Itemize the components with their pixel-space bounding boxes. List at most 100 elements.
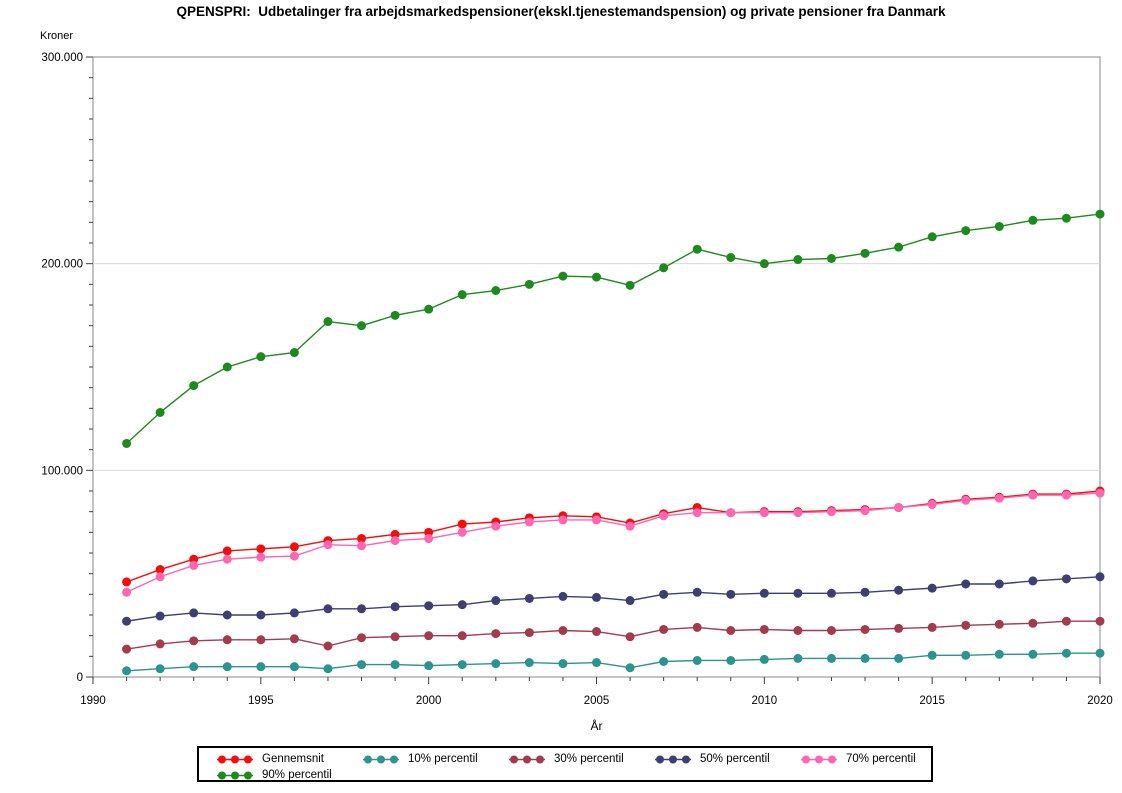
legend-row-2: 90% percentil bbox=[215, 767, 931, 783]
data-point-10-percentil-2017 bbox=[994, 649, 1004, 659]
data-point-90-percentil-2003 bbox=[524, 279, 534, 289]
data-point-50-percentil-2016 bbox=[961, 579, 971, 589]
data-point-90-percentil-1997 bbox=[323, 317, 333, 327]
data-point-70-percentil-2015 bbox=[927, 499, 937, 509]
data-point-30-percentil-2008 bbox=[692, 622, 702, 632]
data-point-50-percentil-2008 bbox=[692, 587, 702, 597]
data-point-gennemsnit-2001 bbox=[457, 519, 467, 529]
y-axis-unit-label: Kroner bbox=[40, 30, 74, 42]
series-line-10-percentil bbox=[126, 652, 1100, 672]
data-point-10-percentil-2014 bbox=[894, 653, 904, 663]
data-point-10-percentil-1995 bbox=[256, 662, 266, 672]
chart-legend: Gennemsnit 10% percentil 30% percentil 5… bbox=[197, 746, 933, 782]
data-point-90-percentil-1996 bbox=[289, 348, 299, 358]
data-point-10-percentil-2020 bbox=[1095, 648, 1105, 658]
data-point-30-percentil-2019 bbox=[1061, 616, 1071, 626]
data-point-10-percentil-2006 bbox=[625, 663, 635, 673]
legend-label: Gennemsnit bbox=[262, 753, 325, 765]
legend-marker-line-dots-icon bbox=[507, 754, 547, 765]
data-point-30-percentil-1997 bbox=[323, 641, 333, 651]
data-point-10-percentil-1999 bbox=[390, 660, 400, 670]
data-point-50-percentil-2018 bbox=[1028, 576, 1038, 586]
data-point-30-percentil-2000 bbox=[424, 631, 434, 641]
data-point-90-percentil-2009 bbox=[726, 252, 736, 262]
data-point-70-percentil-2017 bbox=[994, 493, 1004, 503]
data-point-90-percentil-2015 bbox=[927, 232, 937, 242]
legend-item-70-percentil: 70% percentil bbox=[799, 753, 916, 765]
data-point-gennemsnit-1993 bbox=[189, 554, 199, 564]
data-point-10-percentil-1994 bbox=[222, 662, 232, 672]
data-point-90-percentil-1994 bbox=[222, 362, 232, 372]
data-point-70-percentil-1994 bbox=[222, 554, 232, 564]
data-point-50-percentil-2006 bbox=[625, 596, 635, 606]
data-point-70-percentil-1992 bbox=[155, 572, 165, 582]
data-point-90-percentil-1993 bbox=[189, 381, 199, 391]
data-point-30-percentil-1995 bbox=[256, 635, 266, 645]
data-point-70-percentil-1999 bbox=[390, 536, 400, 546]
data-point-10-percentil-2000 bbox=[424, 661, 434, 671]
data-point-70-percentil-2003 bbox=[524, 517, 534, 527]
data-point-30-percentil-2006 bbox=[625, 632, 635, 642]
series-line-30-percentil bbox=[126, 620, 1100, 650]
y-tick-label: 100.000 bbox=[41, 465, 83, 477]
data-point-50-percentil-1995 bbox=[256, 610, 266, 620]
data-point-90-percentil-2000 bbox=[424, 304, 434, 314]
data-point-10-percentil-1992 bbox=[155, 664, 165, 674]
data-point-50-percentil-2013 bbox=[860, 587, 870, 597]
data-point-90-percentil-1991 bbox=[122, 438, 132, 448]
legend-row-1: Gennemsnit 10% percentil 30% percentil 5… bbox=[215, 751, 931, 767]
data-point-gennemsnit-1999 bbox=[390, 529, 400, 539]
data-point-30-percentil-2002 bbox=[491, 629, 501, 639]
series-line-gennemsnit bbox=[126, 490, 1101, 583]
data-point-30-percentil-2010 bbox=[759, 624, 769, 634]
data-point-90-percentil-2011 bbox=[793, 255, 803, 265]
data-point-10-percentil-2018 bbox=[1028, 649, 1038, 659]
y-tick-label: 200.000 bbox=[41, 259, 83, 271]
data-point-50-percentil-1993 bbox=[189, 608, 199, 618]
x-tick-label: 2005 bbox=[584, 695, 610, 707]
data-point-50-percentil-2004 bbox=[558, 591, 568, 601]
data-point-gennemsnit-1996 bbox=[289, 542, 299, 552]
data-point-50-percentil-2014 bbox=[894, 585, 904, 595]
data-point-10-percentil-1996 bbox=[289, 662, 299, 672]
data-point-90-percentil-1995 bbox=[256, 352, 266, 362]
data-point-70-percentil-2014 bbox=[894, 503, 904, 513]
x-axis-label: År bbox=[590, 719, 603, 733]
data-point-90-percentil-2016 bbox=[961, 226, 971, 236]
data-point-50-percentil-1998 bbox=[357, 604, 367, 614]
data-point-30-percentil-2009 bbox=[726, 626, 736, 635]
data-point-70-percentil-1993 bbox=[189, 560, 199, 570]
data-point-70-percentil-2006 bbox=[625, 521, 635, 531]
data-point-90-percentil-2014 bbox=[894, 242, 904, 252]
data-point-70-percentil-2019 bbox=[1061, 490, 1071, 500]
data-point-10-percentil-2019 bbox=[1061, 648, 1071, 658]
data-point-50-percentil-1997 bbox=[323, 604, 333, 614]
data-point-30-percentil-2016 bbox=[961, 620, 971, 630]
data-point-10-percentil-1991 bbox=[122, 666, 132, 676]
data-point-70-percentil-2013 bbox=[860, 506, 870, 516]
data-point-30-percentil-1999 bbox=[390, 632, 400, 642]
series-line-90-percentil bbox=[126, 213, 1101, 444]
data-point-50-percentil-2011 bbox=[793, 588, 803, 598]
legend-item-90-percentil: 90% percentil bbox=[215, 769, 332, 781]
data-point-70-percentil-2020 bbox=[1095, 488, 1105, 498]
data-point-30-percentil-1994 bbox=[222, 635, 232, 645]
data-point-70-percentil-1995 bbox=[256, 552, 266, 562]
data-point-10-percentil-2005 bbox=[592, 658, 601, 668]
data-point-70-percentil-2016 bbox=[961, 495, 971, 505]
x-tick-label: 1990 bbox=[80, 695, 106, 707]
data-point-50-percentil-2003 bbox=[524, 593, 534, 603]
data-point-50-percentil-1994 bbox=[222, 610, 232, 620]
data-point-90-percentil-2007 bbox=[659, 263, 669, 273]
data-point-30-percentil-2013 bbox=[860, 624, 870, 634]
data-point-gennemsnit-1992 bbox=[155, 565, 165, 575]
data-point-50-percentil-1992 bbox=[155, 611, 165, 621]
data-point-70-percentil-1991 bbox=[122, 587, 132, 597]
data-point-30-percentil-2017 bbox=[994, 619, 1004, 629]
data-point-90-percentil-1998 bbox=[357, 321, 367, 331]
data-point-50-percentil-2012 bbox=[826, 588, 836, 598]
data-point-70-percentil-2011 bbox=[793, 508, 803, 518]
x-tick-label: 2015 bbox=[919, 695, 945, 707]
data-point-10-percentil-1997 bbox=[323, 664, 333, 674]
legend-label: 70% percentil bbox=[846, 753, 916, 765]
